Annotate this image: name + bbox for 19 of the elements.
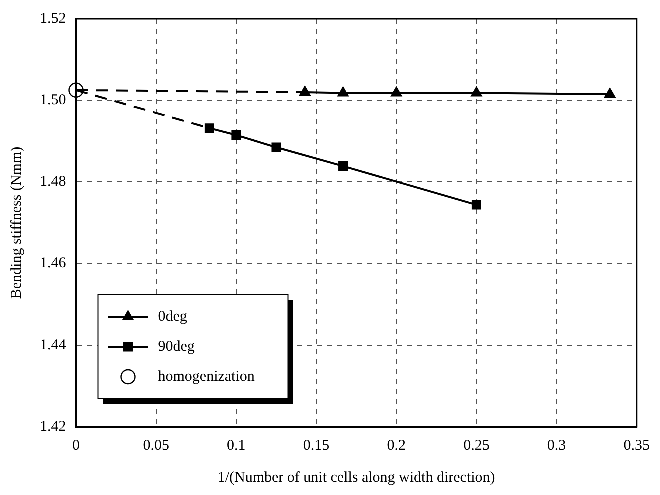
legend-label: 90deg — [158, 338, 196, 355]
legend-label: 0deg — [158, 308, 188, 325]
y-tick-label: 1.42 — [40, 418, 66, 435]
x-tick-label: 0.25 — [464, 438, 490, 454]
x-tick-label: 0.1 — [227, 438, 246, 454]
y-tick-label: 1.48 — [40, 174, 66, 190]
x-tick-label: 0 — [72, 438, 80, 454]
x-tick-label: 0.35 — [624, 438, 650, 454]
y-tick-label: 1.44 — [40, 337, 67, 354]
x-tick-label: 0.15 — [303, 438, 330, 454]
x-axis-title: 1/(Number of unit cells along width direction) — [218, 470, 496, 486]
legend-label: homogenization — [158, 368, 256, 385]
y-axis-title: Bending stiffness (Nmm) — [8, 146, 25, 300]
x-tick-label: 0.3 — [547, 438, 566, 454]
y-tick-label: 1.46 — [40, 256, 67, 272]
y-tick-label: 1.50 — [40, 92, 66, 109]
x-tick-label: 0.2 — [387, 438, 406, 454]
y-tick-label: 1.52 — [40, 10, 66, 27]
x-tick-label: 0.05 — [143, 438, 170, 454]
